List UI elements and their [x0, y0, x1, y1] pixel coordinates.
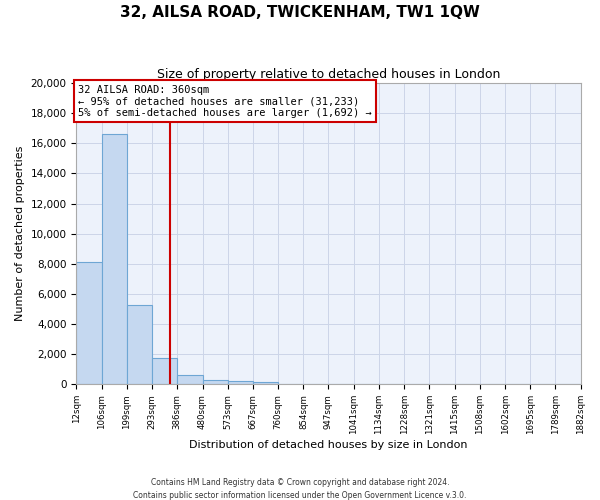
Bar [152, 358, 177, 384]
Bar [253, 382, 278, 384]
Bar [127, 304, 152, 384]
Bar [177, 374, 203, 384]
Text: 32 AILSA ROAD: 360sqm
← 95% of detached houses are smaller (31,233)
5% of semi-d: 32 AILSA ROAD: 360sqm ← 95% of detached … [78, 84, 371, 118]
Text: 32, AILSA ROAD, TWICKENHAM, TW1 1QW: 32, AILSA ROAD, TWICKENHAM, TW1 1QW [120, 5, 480, 20]
Bar [227, 382, 253, 384]
Text: Contains HM Land Registry data © Crown copyright and database right 2024.
Contai: Contains HM Land Registry data © Crown c… [133, 478, 467, 500]
Title: Size of property relative to detached houses in London: Size of property relative to detached ho… [157, 68, 500, 80]
Bar [102, 134, 127, 384]
Y-axis label: Number of detached properties: Number of detached properties [15, 146, 25, 322]
Bar [76, 262, 102, 384]
X-axis label: Distribution of detached houses by size in London: Distribution of detached houses by size … [189, 440, 468, 450]
Bar [203, 380, 227, 384]
